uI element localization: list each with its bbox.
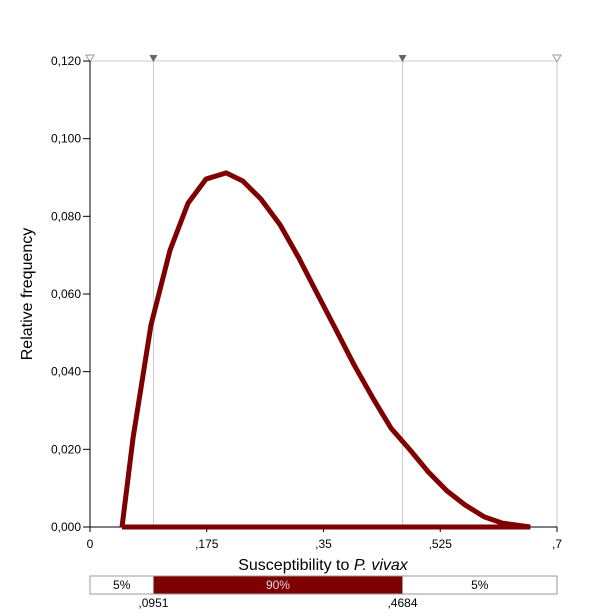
- delimiter-marker: [149, 55, 158, 62]
- band-label: 5%: [471, 578, 489, 592]
- axis-end-marker: [552, 54, 562, 64]
- y-tick-label: 0,020: [51, 442, 81, 456]
- delimiter-label: ,4684: [387, 596, 417, 610]
- delimiter-marker: [398, 55, 407, 62]
- band-label: 90%: [266, 578, 290, 592]
- x-axis-label: Susceptibility to P. vivax: [238, 557, 409, 574]
- y-tick-label: 0,120: [51, 54, 81, 68]
- x-tick-label: 0: [87, 537, 94, 551]
- x-tick-label: ,175: [195, 537, 219, 551]
- y-axis-label: Relative frequency: [19, 228, 36, 361]
- x-axis-label-italic: P. vivax: [354, 557, 409, 574]
- x-tick-label: ,35: [315, 537, 332, 551]
- curve: [119, 170, 531, 530]
- band: [401, 575, 558, 595]
- x-tick-label: ,525: [429, 537, 453, 551]
- y-tick-label: 0,100: [51, 132, 81, 146]
- delimiter-label: ,0951: [138, 596, 168, 610]
- y-tick-label: 0,040: [51, 365, 81, 379]
- y-tick-label: 0,080: [51, 209, 81, 223]
- x-tick-label: ,7: [552, 537, 562, 551]
- x-axis-label-text: Susceptibility to: [238, 557, 354, 574]
- band-label: 5%: [113, 578, 131, 592]
- y-tick-label: 0,000: [51, 520, 81, 534]
- axis-end-marker: [85, 54, 95, 64]
- y-tick-label: 0,060: [51, 287, 81, 301]
